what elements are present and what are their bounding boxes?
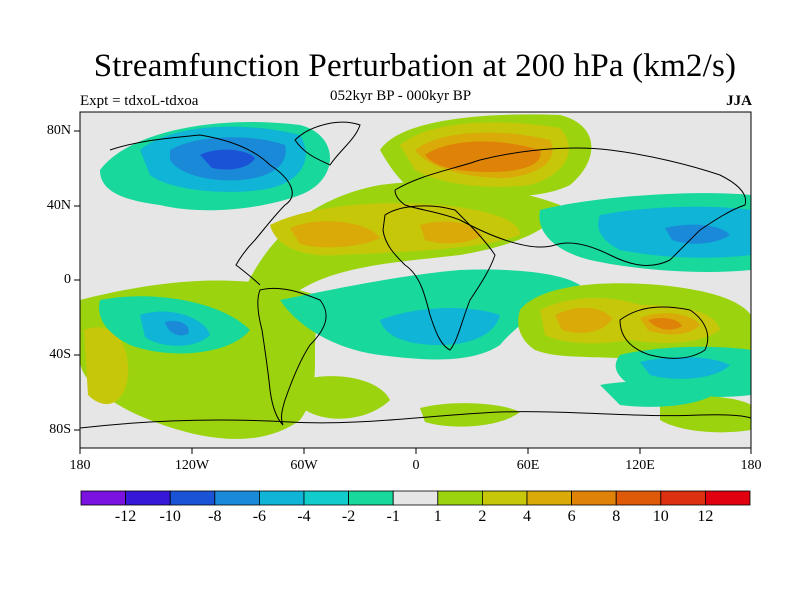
contour-region bbox=[300, 376, 390, 419]
streamfunction-field bbox=[80, 112, 751, 448]
colorbar-swatch bbox=[80, 490, 126, 506]
lon-label-120E: 120E bbox=[625, 458, 655, 473]
colorbar-label: 6 bbox=[567, 508, 576, 525]
coastline-eurasia bbox=[394, 147, 747, 266]
colorbar-swatch bbox=[705, 490, 751, 506]
contour-region bbox=[165, 320, 189, 336]
colorbar-label: -8 bbox=[208, 508, 222, 525]
lon-label-0: 0 bbox=[412, 458, 420, 473]
colorbar-swatch bbox=[303, 490, 349, 506]
axis-ticks bbox=[74, 130, 752, 454]
lon-label-60E: 60E bbox=[516, 458, 540, 473]
lat-label-0: 0 bbox=[64, 272, 71, 287]
colorbar-swatch bbox=[615, 490, 662, 506]
contour-region bbox=[660, 396, 751, 433]
coastline-antarctica bbox=[80, 411, 751, 429]
contour-region bbox=[200, 149, 255, 170]
lat-label-80S: 80S bbox=[49, 422, 71, 437]
lon-label-60W: 60W bbox=[290, 458, 318, 473]
chart-subtitle: 052kyr BP - 000kyr BP bbox=[330, 88, 472, 104]
lon-label-180W: 180 bbox=[69, 458, 91, 473]
colorbar-label: 1 bbox=[433, 508, 442, 525]
season-label: JJA bbox=[726, 93, 752, 109]
colorbar-label: 12 bbox=[697, 508, 714, 525]
lat-label-80N: 80N bbox=[46, 123, 71, 138]
colorbar-label: 4 bbox=[523, 508, 531, 525]
contour-region bbox=[648, 318, 682, 330]
colorbar-swatch bbox=[125, 490, 171, 506]
colorbar-swatch bbox=[437, 490, 483, 506]
contour-region bbox=[640, 357, 730, 379]
experiment-label: Expt = tdxoL-tdxoa bbox=[80, 93, 199, 109]
coastline-australia bbox=[619, 306, 709, 359]
colorbar-label: -4 bbox=[297, 508, 311, 525]
colorbar-label: -6 bbox=[252, 508, 267, 525]
contour-region bbox=[555, 307, 612, 333]
contour-region bbox=[290, 221, 380, 248]
colorbar-label: -1 bbox=[386, 508, 400, 525]
colorbar-swatch bbox=[214, 490, 260, 506]
colorbar-label: -12 bbox=[114, 508, 137, 525]
lon-label-120W: 120W bbox=[174, 458, 210, 473]
colorbar-swatch bbox=[660, 490, 706, 506]
contour-region bbox=[665, 224, 730, 244]
contour-region bbox=[600, 380, 720, 407]
colorbar bbox=[80, 490, 751, 506]
colorbar-label: 10 bbox=[652, 508, 669, 525]
colorbar-swatch bbox=[258, 490, 305, 506]
colorbar-label: -2 bbox=[341, 508, 356, 525]
colorbar-label: 2 bbox=[478, 508, 487, 525]
colorbar-swatch bbox=[481, 490, 528, 506]
contour-region bbox=[420, 403, 520, 427]
coastline-south-america bbox=[257, 287, 327, 426]
chart-title: Streamfunction Perturbation at 200 hPa (… bbox=[93, 48, 737, 84]
contour-region bbox=[420, 221, 482, 244]
coastlines bbox=[80, 121, 751, 429]
colorbar-swatch bbox=[348, 490, 394, 506]
coastline-north-america bbox=[109, 134, 293, 286]
colorbar-swatch bbox=[392, 490, 439, 506]
colorbar-label: -10 bbox=[159, 508, 181, 525]
contour-region bbox=[425, 141, 541, 172]
coastline-africa bbox=[382, 205, 496, 351]
colorbar-swatch bbox=[169, 490, 216, 506]
colorbar-swatch bbox=[571, 490, 617, 506]
contour-region bbox=[84, 327, 129, 405]
coastline-greenland bbox=[294, 121, 361, 166]
lon-label-180E: 180 bbox=[740, 458, 762, 473]
colorbar-label: 8 bbox=[612, 508, 621, 525]
contour-region bbox=[380, 308, 500, 345]
colorbar-swatch bbox=[526, 490, 572, 506]
lat-label-40S: 40S bbox=[49, 347, 71, 362]
lat-label-40N: 40N bbox=[46, 198, 71, 213]
